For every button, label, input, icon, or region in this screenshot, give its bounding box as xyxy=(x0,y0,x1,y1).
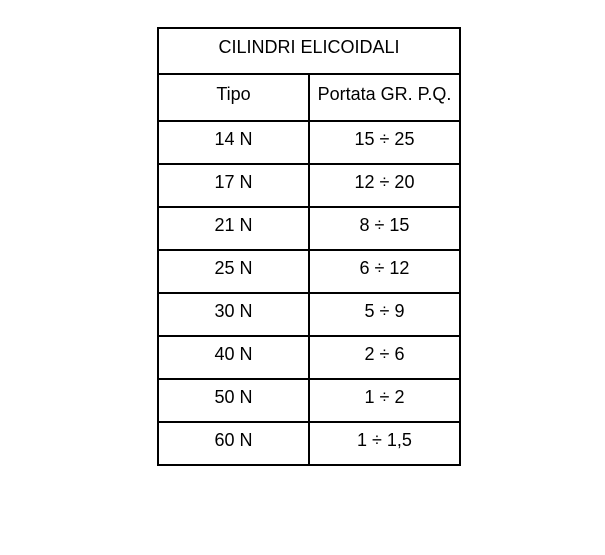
title-row: CILINDRI ELICOIDALI xyxy=(157,27,461,75)
cell-portata: 5 ÷ 9 xyxy=(308,292,461,337)
cell-tipo: 25 N xyxy=(157,249,310,294)
cell-tipo: 60 N xyxy=(157,421,310,466)
cell-portata: 15 ÷ 25 xyxy=(308,120,461,165)
table-row: 50 N 1 ÷ 2 xyxy=(157,378,461,423)
table-row: 21 N 8 ÷ 15 xyxy=(157,206,461,251)
table-row: 30 N 5 ÷ 9 xyxy=(157,292,461,337)
cell-portata: 8 ÷ 15 xyxy=(308,206,461,251)
table-row: 14 N 15 ÷ 25 xyxy=(157,120,461,165)
table-row: 25 N 6 ÷ 12 xyxy=(157,249,461,294)
header-tipo: Tipo xyxy=(157,73,310,122)
cell-tipo: 40 N xyxy=(157,335,310,380)
cell-portata: 12 ÷ 20 xyxy=(308,163,461,208)
cell-portata: 1 ÷ 1,5 xyxy=(308,421,461,466)
cell-portata: 2 ÷ 6 xyxy=(308,335,461,380)
cell-portata: 1 ÷ 2 xyxy=(308,378,461,423)
table-row: 40 N 2 ÷ 6 xyxy=(157,335,461,380)
cell-tipo: 30 N xyxy=(157,292,310,337)
cell-tipo: 21 N xyxy=(157,206,310,251)
cell-tipo: 14 N xyxy=(157,120,310,165)
cell-tipo: 50 N xyxy=(157,378,310,423)
table-title: CILINDRI ELICOIDALI xyxy=(157,27,461,75)
table-row: 17 N 12 ÷ 20 xyxy=(157,163,461,208)
table-row: 60 N 1 ÷ 1,5 xyxy=(157,421,461,466)
header-row: Tipo Portata GR. P.Q. xyxy=(157,73,461,122)
header-portata: Portata GR. P.Q. xyxy=(308,73,461,122)
cilindri-table: CILINDRI ELICOIDALI Tipo Portata GR. P.Q… xyxy=(157,27,461,466)
cell-tipo: 17 N xyxy=(157,163,310,208)
cell-portata: 6 ÷ 12 xyxy=(308,249,461,294)
